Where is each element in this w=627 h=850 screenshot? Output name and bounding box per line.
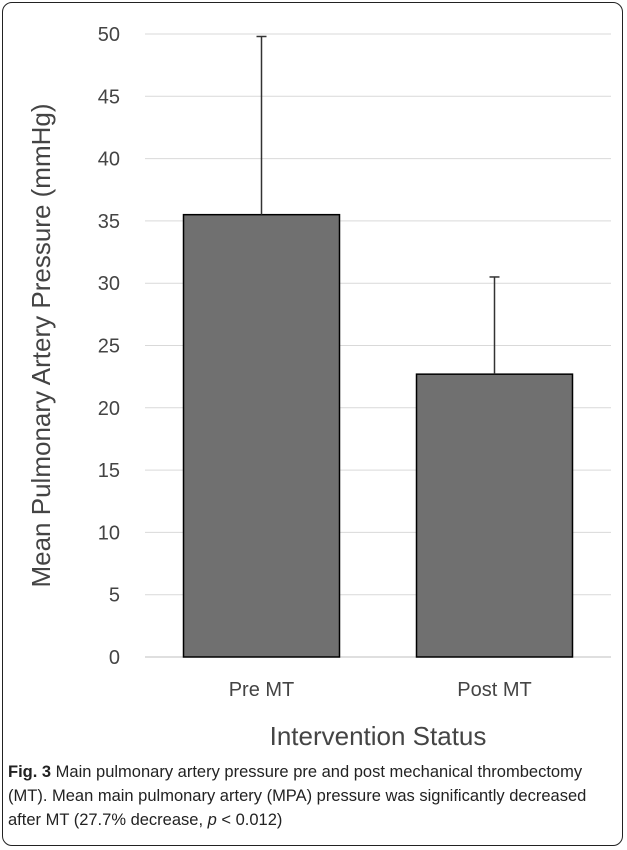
bar: [182, 213, 341, 658]
y-tick-label: 0: [109, 647, 120, 669]
caption-text-end: < 0.012): [216, 811, 283, 829]
y-tick-labels: 0 5 10 15 20 25 30 35 40 45 50: [98, 24, 120, 669]
y-tick-label: 10: [98, 522, 120, 544]
y-tick-label: 20: [98, 398, 120, 420]
y-tick-label: 25: [98, 336, 120, 358]
y-tick-label: 40: [98, 149, 120, 171]
bar: [415, 373, 574, 658]
figure-caption: Fig. 3 Main pulmonary artery pressure pr…: [8, 760, 616, 832]
caption-text: Main pulmonary artery pressure pre and p…: [8, 763, 587, 829]
y-tick-label: 50: [98, 24, 120, 46]
caption-label: Fig. 3: [8, 763, 52, 781]
x-tick-label: Pre MT: [229, 679, 295, 701]
y-axis-title: Mean Pulmonary Artery Pressure (mmHg): [26, 103, 56, 587]
x-tick-labels: Pre MT Post MT: [229, 679, 532, 701]
error-bars: [256, 35, 500, 375]
x-axis-title: Intervention Status: [270, 721, 487, 751]
bars: [182, 213, 574, 658]
y-tick-label: 15: [98, 460, 120, 482]
y-tick-label: 35: [98, 211, 120, 233]
y-tick-label: 5: [109, 585, 120, 607]
y-tick-label: 30: [98, 273, 120, 295]
caption-p-symbol: p: [207, 811, 217, 829]
x-tick-label: Post MT: [457, 679, 531, 701]
bar-chart: 0 5 10 15 20 25 30 35 40 45 50 Pre MT Post MT Inter…: [26, 24, 611, 751]
y-tick-label: 45: [98, 86, 120, 108]
